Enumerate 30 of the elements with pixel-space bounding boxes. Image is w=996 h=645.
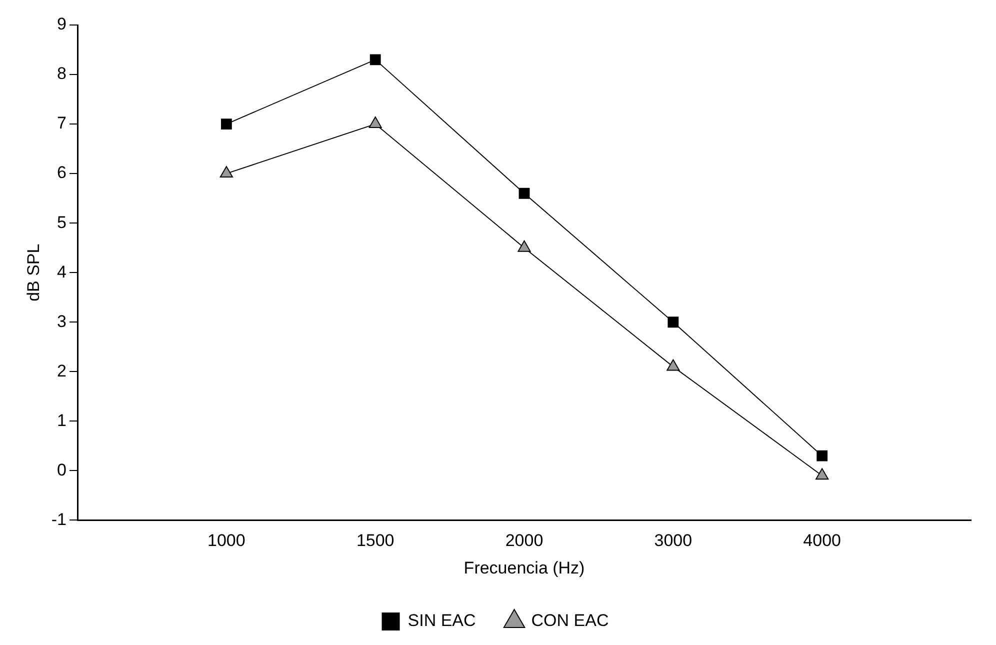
y-tick-label: 8 [57,64,67,84]
y-tick-label: 4 [57,262,67,282]
point [668,316,679,328]
y-tick-label: 1 [57,410,67,430]
x-axis-title: Frecuencia (Hz) [464,558,585,578]
y-axis-title: dB SPL [24,244,43,302]
x-tick-label: 4000 [803,531,841,550]
x-tick-label: 1000 [208,531,246,550]
x-tick-label: 2000 [505,531,544,550]
y-tick-label: 0 [57,460,67,480]
legend-label: CON EAC [531,611,609,630]
x-tick-label: 3000 [654,531,692,550]
point [220,166,233,178]
point [220,118,232,130]
y-tick-label: 5 [57,212,67,232]
point [518,188,530,199]
point [816,450,828,462]
y-tick-label: 7 [57,114,67,133]
point [666,359,680,371]
point [518,240,531,252]
point [370,54,381,66]
y-tick-label: 3 [57,312,67,331]
point [816,468,829,480]
y-tick-label: 9 [57,14,67,34]
y-tick-label: 2 [57,361,67,380]
legend-label: SIN EAC [408,611,476,630]
y-tick-label: -1 [51,510,67,529]
y-tick-label: 6 [57,163,67,182]
x-tick-label: 1500 [356,531,394,550]
point [368,116,382,128]
